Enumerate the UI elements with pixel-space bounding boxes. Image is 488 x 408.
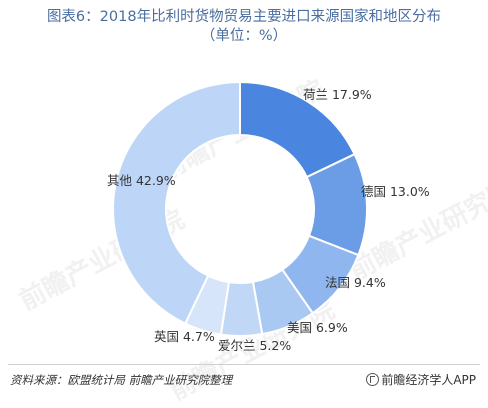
source-note: 资料来源：欧盟统计局 前瞻产业研究院整理 [10,373,233,387]
chart-title-unit: （单位：%） [200,28,288,44]
brand-credit: 前瞻经济学人APP [366,371,476,388]
chart-title-line1: 图表6：2018年比利时货物贸易主要进口来源国家和地区分布 [46,9,442,25]
slice-label-0: 荷兰 17.9% [303,87,372,102]
chart-title: 图表6：2018年比利时货物贸易主要进口来源国家和地区分布 （单位：%） [0,8,488,46]
slice-label-1: 德国 13.0% [361,184,430,199]
slice-label-6: 其他 42.9% [107,173,176,188]
slice-label-2: 法国 9.4% [325,275,386,290]
slice-6 [112,80,241,325]
brand-logo-icon [366,373,380,386]
brand-name: 前瞻经济学人APP [381,373,476,387]
slice-label-3: 美国 6.9% [287,320,348,335]
slice-label-4: 爱尔兰 5.2% [218,338,291,353]
slice-label-5: 英国 4.7% [154,329,215,344]
footer-divider [8,364,480,365]
